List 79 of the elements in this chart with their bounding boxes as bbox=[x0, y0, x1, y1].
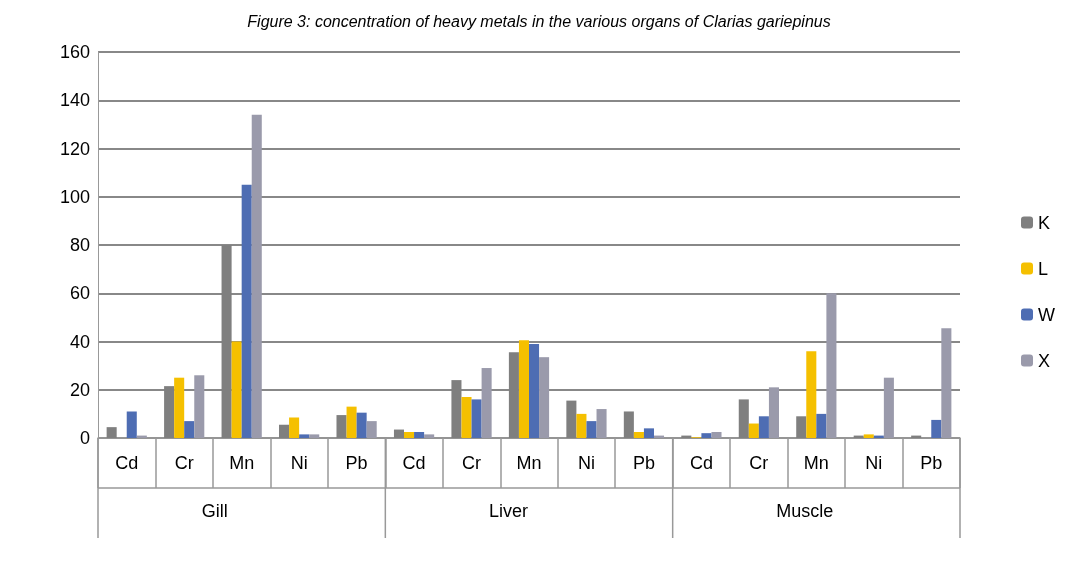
bar bbox=[768, 387, 779, 438]
bar bbox=[643, 428, 654, 438]
bar bbox=[279, 424, 290, 438]
x-tick-label: Ni bbox=[290, 453, 308, 473]
bar bbox=[481, 368, 492, 438]
bar bbox=[748, 423, 759, 438]
bar bbox=[863, 434, 874, 438]
legend-label: K bbox=[1038, 212, 1051, 233]
bar bbox=[309, 434, 320, 438]
y-tick-label: 20 bbox=[69, 379, 90, 400]
bar bbox=[126, 411, 137, 438]
x-tick-label: Ni bbox=[577, 453, 595, 473]
bar bbox=[518, 340, 529, 438]
bar bbox=[424, 434, 435, 438]
bar bbox=[299, 434, 310, 438]
x-tick-label: Cr bbox=[462, 453, 482, 473]
bar bbox=[241, 184, 252, 438]
x-tick-label: Mn bbox=[803, 453, 829, 473]
bar bbox=[758, 416, 769, 438]
text: Liver bbox=[489, 501, 529, 521]
x-tick-label: Cr bbox=[174, 453, 194, 473]
bar bbox=[576, 413, 587, 438]
bar bbox=[539, 357, 550, 438]
y-tick-label: 100 bbox=[59, 186, 90, 207]
legend-label: X bbox=[1038, 350, 1051, 371]
x-tick-label: Mn bbox=[229, 453, 255, 473]
bar bbox=[816, 413, 827, 438]
bar bbox=[346, 406, 357, 438]
bar bbox=[461, 396, 472, 438]
x-tick-label: Mn bbox=[516, 453, 542, 473]
bar bbox=[393, 429, 405, 438]
bar bbox=[566, 400, 577, 438]
bar bbox=[796, 416, 807, 438]
x-tick-label: Ni bbox=[865, 453, 883, 473]
y-tick-label: 40 bbox=[69, 331, 90, 352]
y-tick-label: 120 bbox=[59, 138, 90, 159]
bar bbox=[738, 399, 749, 438]
bar bbox=[931, 419, 942, 438]
y-tick-label: 80 bbox=[69, 235, 90, 255]
bar bbox=[596, 409, 607, 438]
bar bbox=[883, 377, 894, 438]
x-tick-label: Cd bbox=[115, 453, 139, 473]
bar bbox=[623, 411, 634, 438]
bar bbox=[711, 431, 722, 438]
bar bbox=[356, 412, 367, 438]
bar bbox=[174, 377, 185, 438]
bar bbox=[404, 431, 415, 438]
chart-title: Figure 3: concentration of heavy metals in the various organs of Clarias gariepinus bbox=[247, 12, 831, 30]
legend-label: L bbox=[1038, 258, 1049, 279]
x-tick-label: Cd bbox=[689, 453, 713, 473]
x-tick-label: Pb bbox=[632, 453, 655, 473]
bar bbox=[529, 343, 540, 438]
bar bbox=[806, 351, 817, 438]
legend-label: W bbox=[1038, 304, 1056, 325]
y-tick-label: 60 bbox=[69, 283, 90, 304]
text: Gill bbox=[201, 501, 228, 521]
bar bbox=[366, 421, 377, 438]
y-tick-label: 0 bbox=[79, 428, 90, 448]
bar bbox=[251, 114, 262, 438]
bar bbox=[184, 421, 195, 438]
bar bbox=[289, 417, 300, 438]
x-tick-label: Cr bbox=[749, 453, 769, 473]
bar bbox=[941, 328, 952, 438]
y-tick-label: 140 bbox=[59, 90, 90, 111]
bar bbox=[701, 433, 712, 438]
bar bbox=[633, 431, 644, 438]
bar bbox=[194, 375, 205, 438]
text: Muscle bbox=[776, 501, 834, 521]
x-tick-label: Pb bbox=[920, 453, 943, 473]
bar bbox=[336, 415, 347, 438]
x-tick-label: Pb bbox=[345, 453, 368, 473]
bar bbox=[231, 341, 242, 438]
bar bbox=[826, 293, 837, 438]
x-tick-label: Cd bbox=[402, 453, 426, 473]
bar bbox=[586, 421, 597, 438]
bar bbox=[414, 431, 425, 438]
bar bbox=[471, 399, 482, 438]
bar bbox=[106, 427, 117, 438]
y-tick-label: 160 bbox=[59, 42, 90, 62]
